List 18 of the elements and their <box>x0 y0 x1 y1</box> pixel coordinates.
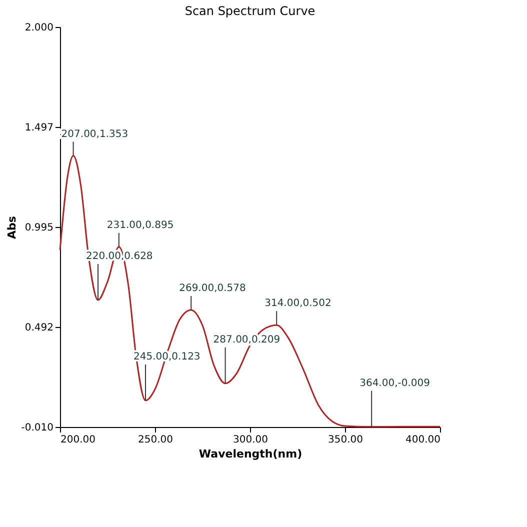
y-tick-label: 0.492 <box>24 322 54 334</box>
y-tick-label: -0.010 <box>21 422 54 434</box>
y-tick-label: 0.995 <box>24 222 54 234</box>
y-tick-label: 1.497 <box>24 122 54 134</box>
annotation: 207.00,1.353 <box>61 128 128 140</box>
x-tick-label: 200.00 <box>60 434 96 446</box>
annotation: 269.00,0.578 <box>179 282 246 294</box>
y-tick-label: 2.000 <box>24 22 54 34</box>
annotation: 231.00,0.895 <box>106 220 174 231</box>
annotation: 364.00,-0.009 <box>360 378 430 389</box>
x-tick-label: 250.00 <box>138 434 173 446</box>
x-tick-label: 350.00 <box>328 434 363 446</box>
y-axis-title: Abs <box>5 216 18 239</box>
x-tick-label: 300.00 <box>233 434 268 446</box>
x-axis-title: Wavelength(nm) <box>198 448 302 460</box>
chart-title: Scan Spectrum Curve <box>184 4 316 18</box>
annotation: 314.00,0.502 <box>264 298 332 310</box>
x-tick-label: 400.00 <box>406 434 440 446</box>
